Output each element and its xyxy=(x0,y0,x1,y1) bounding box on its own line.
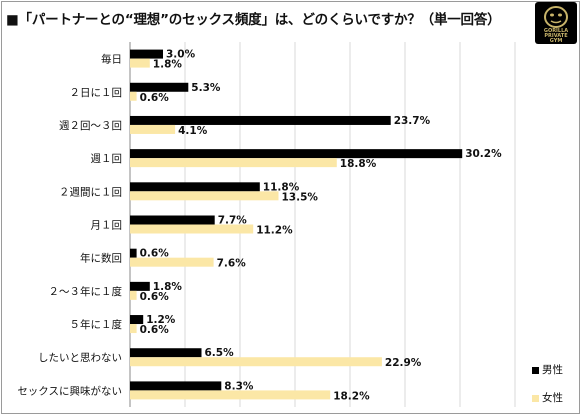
category-label: したいと思わない xyxy=(38,352,122,364)
bar-female xyxy=(130,357,382,367)
data-label-male: 3.0% xyxy=(166,49,196,61)
category-label: 毎日 xyxy=(101,53,122,66)
chart-title: ■「パートナーとの“理想”のセックス頻度」は、どのくらいですか？（単一回答） xyxy=(6,12,501,28)
data-label-female: 4.1% xyxy=(178,125,208,137)
data-label-female: 18.8% xyxy=(340,158,377,170)
bar-male xyxy=(130,82,189,92)
bar-female xyxy=(130,324,137,334)
bar-male xyxy=(130,381,222,391)
data-label-female: 1.8% xyxy=(153,59,183,71)
category-label: 週２回～３回 xyxy=(59,120,122,132)
bar-male xyxy=(130,182,260,192)
category-label: ２日に１回 xyxy=(70,87,123,99)
logo-text-3: GYM xyxy=(549,38,563,44)
bar-male xyxy=(130,149,463,159)
legend-female-label: 女性 xyxy=(542,392,563,404)
legend-male: 男性 xyxy=(532,362,563,377)
gorilla-face-icon xyxy=(544,6,568,28)
data-label-female: 13.5% xyxy=(282,191,319,203)
legend-male-swatch xyxy=(532,366,539,374)
data-label-female: 11.2% xyxy=(256,225,293,237)
data-label-female: 0.6% xyxy=(140,324,170,336)
bar-male xyxy=(130,315,144,325)
data-label-male: 8.3% xyxy=(224,380,254,392)
gorilla-logo: GORILLA PRIVATE GYM xyxy=(535,2,577,44)
bar-female xyxy=(130,257,214,267)
category-label: ２週間に１回 xyxy=(59,186,122,198)
bar-female xyxy=(130,191,279,201)
bar-male xyxy=(130,348,202,358)
data-label-female: 18.2% xyxy=(333,390,370,402)
bar-male xyxy=(130,281,150,291)
data-label-female: 0.6% xyxy=(140,92,170,104)
data-label-male: 30.2% xyxy=(465,148,502,160)
legend-female: 女性 xyxy=(532,390,563,405)
category-label: 月１回 xyxy=(91,220,123,232)
category-label: セックスに興味がない xyxy=(17,384,122,397)
data-label-female: 22.9% xyxy=(385,357,422,369)
data-label-male: 23.7% xyxy=(394,115,431,127)
category-label: ２～３年に１度 xyxy=(49,285,123,298)
data-label-male: 0.6% xyxy=(140,248,170,260)
category-label: 週１回 xyxy=(91,153,123,165)
bar-female xyxy=(130,91,137,101)
bar-male xyxy=(130,115,391,125)
data-label-male: 6.5% xyxy=(205,347,235,359)
bar-male xyxy=(130,248,137,258)
data-label-male: 5.3% xyxy=(191,82,221,94)
data-label-male: 7.7% xyxy=(218,215,248,227)
bar-female xyxy=(130,290,137,300)
category-label: ５年に１度 xyxy=(70,318,123,331)
bar-female xyxy=(130,58,150,68)
data-label-male: 11.8% xyxy=(263,181,300,193)
bar-female xyxy=(130,390,331,400)
logo-text-1: GORILLA xyxy=(543,28,569,34)
data-label-female: 0.6% xyxy=(140,291,170,303)
category-label: 年に数回 xyxy=(80,252,122,265)
data-label-male: 1.8% xyxy=(153,281,183,293)
bar-female xyxy=(130,158,337,168)
data-label-female: 7.6% xyxy=(217,258,247,270)
data-label-male: 1.2% xyxy=(146,314,176,326)
bar-female xyxy=(130,224,254,234)
logo-text-2: PRIVATE xyxy=(544,33,568,39)
legend-female-swatch xyxy=(532,394,539,402)
legend-male-label: 男性 xyxy=(542,364,563,376)
bar-male xyxy=(130,215,215,225)
bar-female xyxy=(130,124,176,134)
bar-male xyxy=(130,49,163,59)
